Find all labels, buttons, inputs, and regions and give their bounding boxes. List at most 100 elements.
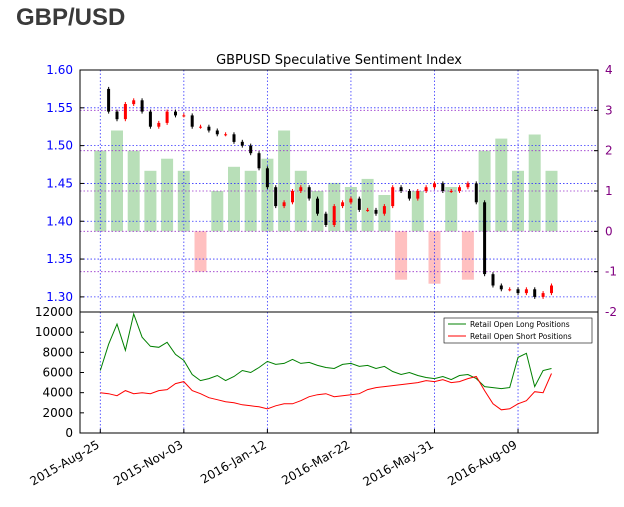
ssi-bar [211, 191, 224, 232]
ssi-bar [495, 138, 508, 232]
short-positions-line [100, 373, 552, 411]
price-candle [307, 187, 311, 199]
x-tick-label: 2015-Nov-03 [111, 437, 185, 488]
ssi-bar [111, 130, 123, 232]
price-candle [433, 183, 436, 188]
x-tick-label: 2016-May-31 [361, 437, 436, 489]
right-tick-label: 2 [605, 144, 613, 158]
chart-title: GBPUSD Speculative Sentiment Index [216, 53, 462, 68]
price-candle [299, 187, 303, 191]
bottom-panel-gridlines [99, 312, 519, 433]
ssi-bar [478, 150, 491, 232]
bottom-tick-label: 6000 [42, 366, 73, 380]
price-candle [374, 209, 378, 214]
price-candle [458, 187, 461, 191]
ssi-bar [395, 231, 408, 280]
bottom-tick-label: 8000 [42, 345, 73, 359]
ssi-bar [461, 231, 474, 280]
x-tick-label: 2015-Aug-25 [28, 437, 102, 488]
top-panel-bars [94, 130, 558, 284]
price-candle [115, 111, 119, 120]
ssi-bar [177, 170, 190, 232]
price-candle [483, 202, 487, 275]
bottom-panel-position-lines [99, 312, 552, 411]
page-title: GBP/USD [16, 4, 126, 31]
price-candle [282, 202, 286, 207]
bottom-tick-label: 4000 [42, 386, 73, 400]
long-positions-line [99, 312, 552, 390]
right-tick-label: 3 [605, 103, 613, 117]
price-candle [466, 183, 470, 188]
price-candle [274, 187, 278, 207]
left-tick-label: 1.60 [46, 63, 73, 77]
price-candle [224, 134, 228, 136]
ssi-bar [294, 170, 307, 232]
price-candle [516, 289, 520, 294]
right-tick-label: 4 [605, 63, 613, 77]
left-tick-label: 1.30 [46, 290, 73, 304]
price-candle [407, 191, 411, 199]
ssi-bar [361, 178, 374, 232]
price-candle [157, 122, 161, 127]
price-candle [199, 126, 202, 128]
price-candle [332, 206, 336, 225]
price-candle [441, 183, 445, 191]
legend-long-label: Retail Open Long Positions [470, 320, 570, 329]
price-candle [491, 274, 495, 286]
ssi-bar [445, 187, 458, 232]
price-candle [399, 187, 403, 191]
price-candle [324, 213, 328, 225]
price-candle [391, 187, 395, 207]
price-candle [341, 202, 345, 207]
right-tick-label: 0 [605, 224, 613, 238]
price-candle [132, 100, 136, 105]
price-candle [349, 198, 353, 203]
price-candle [215, 130, 219, 135]
bottom-tick-label: 12000 [35, 305, 73, 319]
ssi-bar [278, 130, 291, 232]
x-tick-label: 2016-Aug-09 [445, 437, 519, 488]
bottom-tick-label: 10000 [35, 325, 73, 339]
price-candle [207, 126, 211, 131]
price-candle [123, 104, 127, 120]
ssi-bar [512, 170, 524, 232]
price-candle [541, 293, 545, 297]
right-tick-label: -2 [605, 305, 617, 319]
ssi-bar [228, 166, 240, 232]
left-tick-label: 1.50 [46, 139, 73, 153]
price-candle [140, 100, 144, 112]
ssi-bar [261, 158, 274, 232]
price-candle [265, 168, 269, 188]
left-tick-label: 1.45 [46, 176, 73, 190]
ssi-bar [161, 158, 174, 232]
top-panel-price-candles [107, 86, 553, 299]
price-candle [508, 289, 512, 291]
price-candle [416, 191, 420, 199]
price-candle [524, 289, 528, 294]
price-candle [424, 187, 428, 191]
x-tick-label: 2016-Mar-22 [279, 437, 352, 487]
ssi-bar [344, 187, 357, 232]
x-axis-date-ticks: 2015-Aug-25 2015-Nov-03 2016-Jan-12 2016-Ma… [28, 429, 520, 489]
ssi-bar [428, 231, 441, 284]
ssi-bar [144, 170, 157, 232]
price-candle [240, 141, 244, 146]
price-candle [366, 209, 370, 211]
ssi-bar [244, 170, 257, 232]
left-axis-ticks: 1.30 1.35 1.40 1.45 1.50 1.55 1.60 [46, 63, 84, 304]
price-candle [257, 153, 261, 169]
price-candle [148, 111, 152, 127]
left-tick-label: 1.40 [46, 214, 73, 228]
left-tick-label: 1.35 [46, 252, 73, 266]
price-candle [499, 285, 503, 290]
price-candle [174, 111, 177, 116]
price-candle [357, 198, 361, 210]
price-candle [382, 206, 386, 214]
price-candle [232, 134, 236, 142]
bottom-axis-ticks: 0 2000 4000 6000 8000 10000 12000 [35, 305, 84, 440]
price-candle [182, 115, 186, 117]
price-candle [249, 145, 253, 154]
price-candle [190, 115, 194, 127]
x-tick-label: 2016-Jan-12 [198, 437, 269, 486]
